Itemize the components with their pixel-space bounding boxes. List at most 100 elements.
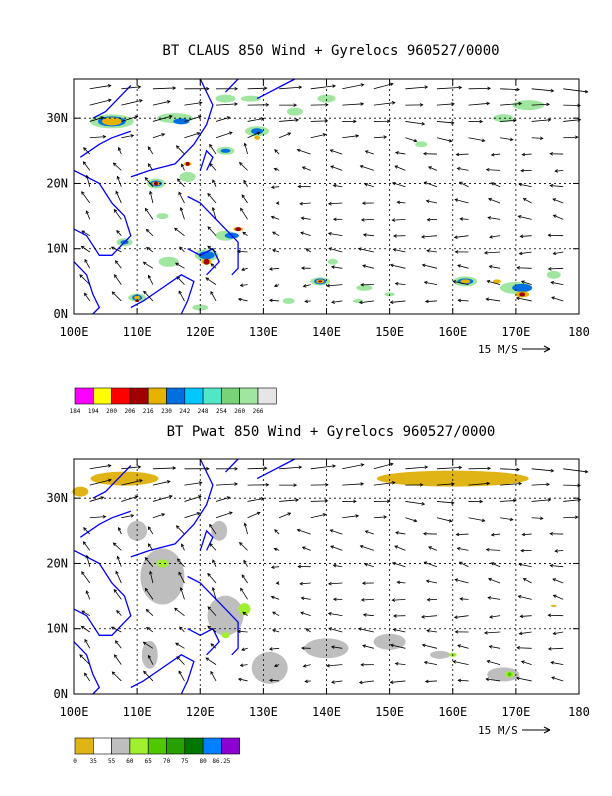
wind-vector xyxy=(216,132,232,137)
cloud-shading-region xyxy=(415,141,427,147)
wind-vector xyxy=(90,85,111,88)
wind-vector xyxy=(208,574,216,583)
wind-vector xyxy=(114,275,121,285)
wind-vector xyxy=(392,219,405,220)
wind-vector xyxy=(177,146,185,154)
wind-vector xyxy=(240,543,248,551)
wind-vector xyxy=(563,137,578,138)
coastline-path xyxy=(188,629,220,655)
wind-vector xyxy=(210,544,216,551)
wind-vector xyxy=(216,484,237,485)
colorbar-swatch xyxy=(148,738,166,754)
cloud-shading-region xyxy=(512,284,532,292)
wind-vector xyxy=(114,655,121,665)
pwat-panel: BT Pwat 850 Wind + Gyrelocs 960527/0000 … xyxy=(46,424,590,765)
colorbar-label: 55 xyxy=(108,758,116,765)
wind-vector xyxy=(81,626,89,632)
vector-reference-label: 15 M/S xyxy=(478,724,518,737)
y-tick-label: 10N xyxy=(46,242,68,256)
wind-vector xyxy=(153,88,175,89)
y-tick-label: 0N xyxy=(54,687,68,701)
coastline-path xyxy=(131,655,194,694)
wind-vector xyxy=(121,467,140,469)
wind-vector xyxy=(487,550,500,551)
colorbar-swatch xyxy=(221,388,239,404)
x-tick-label: 180 xyxy=(568,325,590,339)
cloud-shading-region xyxy=(186,162,190,166)
wind-vector xyxy=(90,465,111,468)
colorbar-swatch xyxy=(112,388,130,404)
cloud-shading-region xyxy=(102,117,122,125)
wind-vector xyxy=(485,252,500,253)
cloud-shading-region xyxy=(519,292,525,296)
wind-vector xyxy=(248,512,260,517)
wind-vector xyxy=(487,170,500,171)
claus-panel: BT CLAUS 850 Wind + Gyrelocs 960527/0000… xyxy=(46,43,590,415)
cloud-shading-region xyxy=(216,95,236,103)
coastline-path xyxy=(226,79,239,92)
x-tick-label: 160E xyxy=(438,705,467,719)
cloud-shading-region xyxy=(328,259,338,265)
y-tick-label: 30N xyxy=(46,111,68,125)
colorbar-label: 230 xyxy=(161,408,172,415)
wind-vector xyxy=(374,137,386,138)
x-tick-label: 160E xyxy=(438,325,467,339)
cloud-shading-region xyxy=(235,227,241,231)
cloud-shading-region xyxy=(318,280,322,282)
pwat-shading-region xyxy=(140,549,184,605)
wind-vector xyxy=(146,609,153,615)
wind-vector xyxy=(532,484,549,485)
x-tick-label: 120E xyxy=(186,325,215,339)
colorbar-label: 242 xyxy=(179,408,190,415)
wind-vector xyxy=(241,208,248,219)
wind-vector xyxy=(90,137,106,138)
colorbar-label: 260 xyxy=(234,408,245,415)
colorbar-swatch xyxy=(93,388,111,404)
chart-title: BT Pwat 850 Wind + Gyrelocs 960527/0000 xyxy=(167,424,496,440)
wind-vector xyxy=(83,162,89,171)
colorbar-label: 65 xyxy=(145,758,153,765)
wind-vector xyxy=(90,517,106,518)
y-tick-label: 20N xyxy=(46,176,68,190)
wind-vector xyxy=(184,103,201,105)
wind-vector xyxy=(112,292,121,301)
wind-vector xyxy=(362,219,374,220)
wind-vector xyxy=(184,513,199,518)
coastline-path xyxy=(74,262,99,314)
wind-vector xyxy=(115,641,121,648)
cloud-shading-region xyxy=(254,136,260,140)
colorbar-swatch xyxy=(130,738,148,754)
wind-vector xyxy=(175,228,185,235)
wind-vector xyxy=(532,518,543,519)
cloud-shading-region xyxy=(204,259,210,265)
wind-vector xyxy=(485,632,500,633)
colorbar-label: 75 xyxy=(181,758,189,765)
colorbar-label: 60 xyxy=(126,758,134,765)
wind-vector xyxy=(549,648,564,649)
wind-vector xyxy=(563,469,587,472)
colorbar-label: 266 xyxy=(253,408,264,415)
wind-vector xyxy=(392,599,405,600)
cloud-shading-region xyxy=(460,279,470,283)
colorbar-label: 216 xyxy=(143,408,154,415)
cloud-shading-region xyxy=(356,285,372,291)
wind-vector xyxy=(342,85,363,89)
wind-vector xyxy=(121,87,140,89)
coastline-path xyxy=(131,79,213,177)
wind-vector xyxy=(208,194,216,203)
wind-vector xyxy=(360,546,373,550)
vector-reference-label: 15 M/S xyxy=(478,343,518,356)
wind-vector xyxy=(311,86,335,89)
coastline-path xyxy=(80,131,131,157)
wind-vector xyxy=(362,599,374,600)
colorbar-label: 194 xyxy=(88,408,99,415)
y-tick-label: 0N xyxy=(54,307,68,321)
x-tick-label: 150E xyxy=(375,705,404,719)
wind-vector xyxy=(121,496,137,501)
wind-vector xyxy=(405,467,427,469)
wind-vector xyxy=(146,229,153,235)
wind-vector xyxy=(279,467,301,469)
coastline-path xyxy=(93,86,131,119)
wind-vector xyxy=(115,261,121,268)
